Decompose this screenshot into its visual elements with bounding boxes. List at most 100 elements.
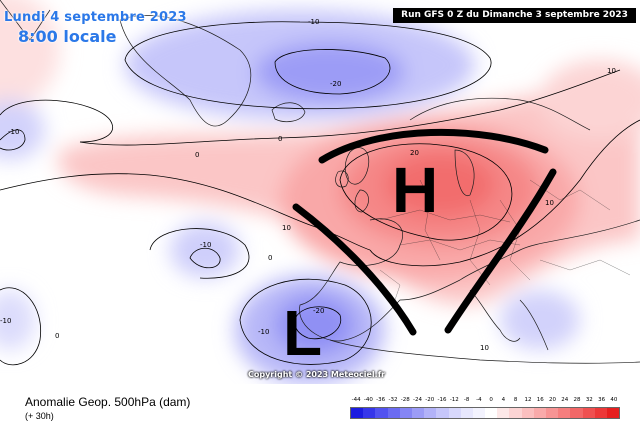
forecast-time: 8:00 locale [18, 27, 117, 46]
legend-swatch [399, 408, 412, 418]
borders [379, 179, 631, 301]
legend-swatch [485, 408, 498, 418]
legend-tick-label: 4 [501, 397, 506, 403]
legend-tick-label: 32 [585, 397, 593, 403]
contour-label-5: 0 [195, 151, 199, 159]
contour-0-atlantic [149, 228, 250, 279]
contour-0-west [0, 99, 113, 143]
contour-label-10: -10 [200, 241, 211, 249]
trough-lines [292, 128, 557, 336]
contour-label-4: 0 [278, 135, 282, 143]
contour-label-11: -10 [258, 328, 269, 336]
legend-swatch [472, 408, 486, 418]
legend-tick-label: -20 [425, 397, 435, 403]
color-legend [350, 407, 620, 419]
italy-coast [469, 289, 521, 342]
legend-swatch [363, 408, 376, 418]
legend-swatch [351, 408, 364, 418]
contour-label-6: 10 [607, 67, 616, 75]
legend-tick-label: -4 [476, 397, 482, 403]
legend-swatch [387, 408, 400, 418]
border-4 [469, 199, 491, 286]
contour-20-ridge [339, 143, 513, 241]
contour-label-2: -20 [330, 80, 341, 88]
legend-tick-label: 36 [598, 397, 606, 403]
greenland-coast [119, 15, 252, 127]
legend-tick-label: 40 [610, 397, 618, 403]
contour-label-7: 20 [410, 149, 419, 157]
legend-tick-label: 12 [524, 397, 532, 403]
contour-label-9: 0 [268, 254, 272, 262]
legend-swatch [546, 408, 559, 418]
model-run-label: Run GFS 0 Z du Dimanche 3 septembre 2023 [393, 8, 636, 23]
north-africa-coast [329, 339, 640, 364]
legend-swatch [509, 408, 522, 418]
legend-tick-labels: -44 -40 -36 -32 -28 -24 -20 -16 -12 -8 -4 0 4 8 12 16 20… [350, 397, 620, 407]
map-canvas: -10 -20 -10 0 0 10 20 10 0 -10 -10 -20 -… [0, 0, 640, 384]
legend-tick-label: 8 [513, 397, 518, 403]
contour-0-main [79, 69, 621, 146]
legend-tick-label: -24 [413, 397, 422, 403]
legend-swatch [375, 408, 388, 418]
contours [0, 21, 640, 366]
legend-tick-label: -32 [388, 397, 398, 403]
legend-tick-label: 24 [561, 397, 569, 403]
legend-tick-label: 16 [536, 397, 544, 403]
legend-swatch [582, 408, 595, 418]
legend-swatch [411, 408, 425, 418]
lead-time: (+ 30h) [25, 411, 54, 421]
northwest-positive [0, 0, 60, 110]
atlantic-trough-small [170, 222, 240, 278]
legend-tick-label: -36 [376, 397, 386, 403]
anomaly-map: -10 -20 -10 0 0 10 20 10 0 -10 -10 -20 -… [0, 0, 640, 384]
legend-swatch [521, 408, 534, 418]
field-title: Anomalie Geop. 500hPa (dam) [25, 395, 191, 409]
west-negative [0, 100, 45, 160]
high-pressure-symbol: H [392, 154, 438, 226]
coastlines [0, 0, 640, 364]
scotland-coast [344, 147, 370, 185]
contour-minus20-iberia [294, 306, 342, 340]
northeast-positive [540, 60, 640, 140]
contour-label-13: -10 [0, 317, 11, 325]
border-5 [499, 199, 531, 281]
border-3 [419, 179, 441, 261]
contour-label-3: -10 [8, 128, 19, 136]
iceland-coast [271, 102, 306, 122]
contour-minus20-north [274, 49, 391, 95]
contour-labels: -10 -20 -10 0 0 10 20 10 0 -10 -10 -20 -… [0, 18, 616, 352]
greenland-trough-core [255, 42, 405, 102]
north-coast [0, 0, 51, 41]
southwest-negative [0, 290, 35, 350]
legend-tick-label: -40 [363, 397, 373, 403]
border-1 [379, 209, 511, 223]
copyright-notice: Copyright © 2023 Meteociel.fr [248, 370, 386, 379]
contour-label-15: 10 [545, 199, 554, 207]
legend-tick-label: -12 [449, 397, 459, 403]
contour-minus10-atlantic [189, 247, 221, 269]
legend-swatch [570, 408, 583, 418]
england-south-coast [354, 189, 369, 213]
contour-minus10-iberia [239, 278, 372, 365]
legend-tick-label: -28 [400, 397, 410, 403]
legend-tick-label: -8 [463, 397, 470, 403]
ridge-core [385, 153, 495, 217]
border-2 [399, 239, 521, 251]
low-pressure-symbol: L [283, 297, 322, 369]
legend-swatch [497, 408, 510, 418]
contour-label-16: 10 [480, 344, 489, 352]
legend-swatch [606, 408, 620, 418]
contour-minus10-west [0, 129, 26, 151]
legend-tick-label: -16 [437, 397, 447, 403]
legend-swatch [558, 408, 571, 418]
iberian-low-core [275, 295, 355, 355]
forecast-date: Lundi 4 septembre 2023 [4, 10, 187, 25]
legend-tick-label: 28 [573, 397, 581, 403]
contour-label-8: 10 [282, 224, 291, 232]
contour-label-14: 0 [55, 332, 59, 340]
footer-panel [0, 384, 640, 427]
legend-tick-label: 0 [489, 397, 493, 403]
continent-coast [299, 218, 640, 342]
border-8 [379, 269, 401, 301]
